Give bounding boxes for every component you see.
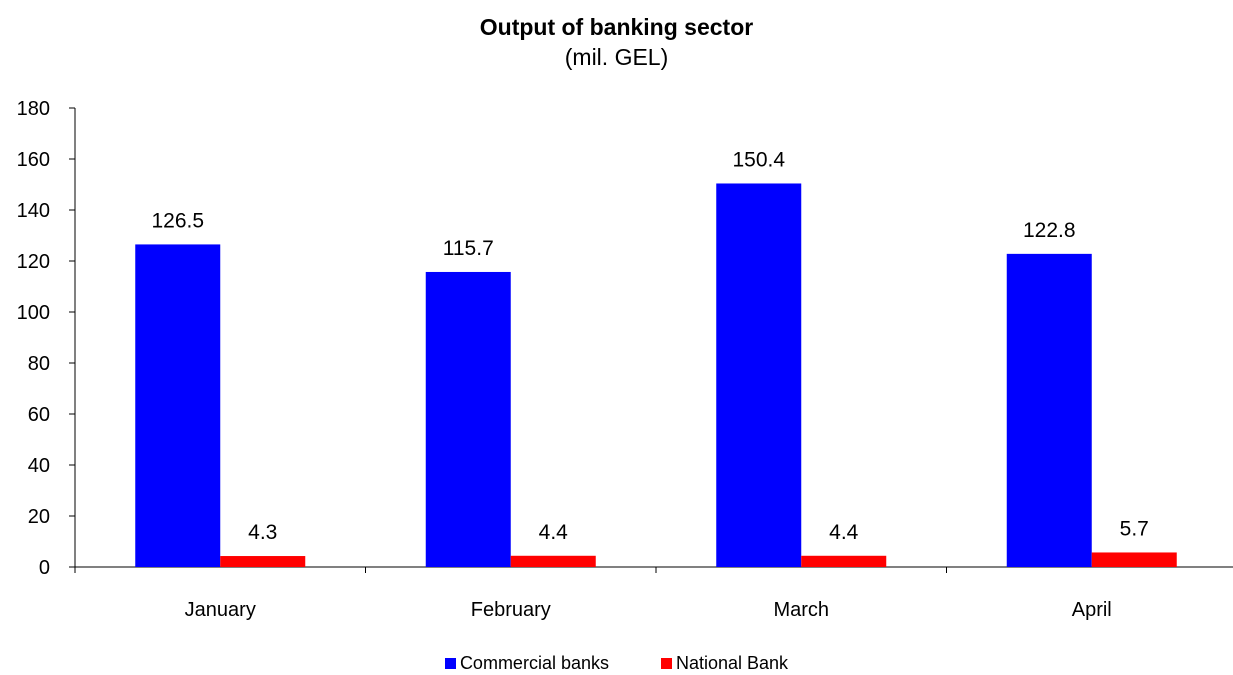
y-tick-label: 40 — [28, 455, 50, 477]
y-tick-label: 60 — [28, 404, 50, 426]
y-tick-label: 20 — [28, 506, 50, 528]
legend-swatch-national-bank — [660, 658, 672, 669]
x-tick-label: March — [773, 599, 829, 621]
x-tick-label: February — [471, 599, 551, 621]
y-tick-label: 180 — [17, 98, 50, 120]
data-label: 150.4 — [732, 148, 785, 171]
chart-title: Output of banking sector — [479, 14, 754, 40]
bar — [1091, 552, 1177, 567]
legend-item-national-bank: National Bank — [660, 653, 789, 674]
bar — [220, 556, 306, 567]
data-label: 126.5 — [151, 209, 204, 232]
y-tick-label: 140 — [17, 200, 50, 222]
bar — [716, 183, 802, 568]
y-tick-label: 100 — [17, 302, 50, 324]
data-label: 5.7 — [1120, 517, 1149, 540]
y-tick-label: 160 — [17, 149, 50, 171]
legend-swatch-commercial-banks — [444, 658, 456, 669]
bar — [510, 555, 596, 567]
y-tick-label: 120 — [17, 251, 50, 273]
legend-label-national-bank: National Bank — [675, 653, 789, 673]
legend-item-commercial-banks: Commercial banks — [444, 653, 609, 674]
y-tick-label: 0 — [39, 557, 50, 579]
bar — [425, 271, 511, 567]
data-label: 4.4 — [539, 521, 569, 544]
bar — [135, 244, 221, 568]
legend-label-commercial-banks: Commercial banks — [459, 653, 609, 673]
data-label: 122.8 — [1023, 219, 1076, 242]
data-label: 4.4 — [829, 521, 859, 544]
legend: Commercial banks National Bank — [0, 653, 1233, 674]
data-label: 4.3 — [248, 521, 277, 544]
y-tick-label: 80 — [28, 353, 50, 375]
bar — [1006, 253, 1092, 568]
x-tick-label: January — [185, 599, 256, 621]
bar — [801, 555, 887, 567]
data-label: 115.7 — [443, 237, 494, 260]
x-tick-label: April — [1072, 599, 1112, 621]
chart-subtitle: (mil. GEL) — [564, 44, 669, 70]
